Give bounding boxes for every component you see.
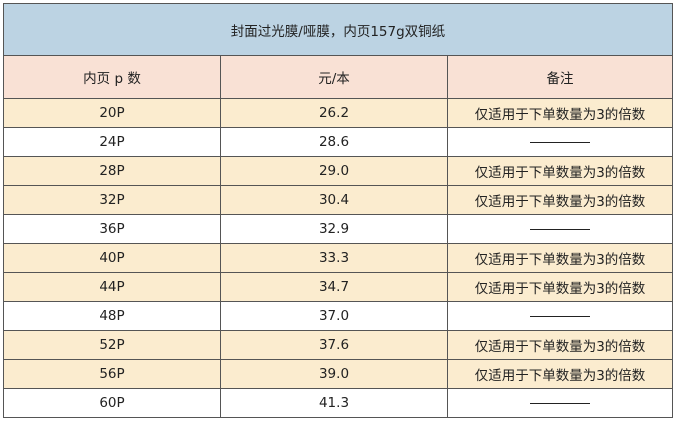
header-price: 元/本: [220, 55, 448, 99]
note-dash: ——: [530, 141, 590, 143]
cell-note: ——: [447, 127, 673, 157]
cell-note: 仅适用于下单数量为3的倍数: [447, 156, 673, 186]
table-row: 24P 28.6 ——: [3, 127, 673, 157]
note-dash: ——: [530, 315, 590, 317]
cell-note: 仅适用于下单数量为3的倍数: [447, 185, 673, 215]
cell-note: ——: [447, 214, 673, 244]
table-row: 60P 41.3 ——: [3, 388, 673, 418]
cell-price: 37.0: [220, 301, 448, 331]
cell-pages: 20P: [3, 98, 221, 128]
cell-pages: 56P: [3, 359, 221, 389]
cell-price: 26.2: [220, 98, 448, 128]
cell-price: 34.7: [220, 272, 448, 302]
cell-pages: 60P: [3, 388, 221, 418]
header-row: 内页 p 数 元/本 备注: [3, 55, 673, 99]
table-row: 52P 37.6 仅适用于下单数量为3的倍数: [3, 330, 673, 360]
cell-pages: 40P: [3, 243, 221, 273]
header-pages: 内页 p 数: [3, 55, 221, 99]
cell-note: 仅适用于下单数量为3的倍数: [447, 359, 673, 389]
table-row: 48P 37.0 ——: [3, 301, 673, 331]
cell-price: 29.0: [220, 156, 448, 186]
table-row: 56P 39.0 仅适用于下单数量为3的倍数: [3, 359, 673, 389]
cell-price: 41.3: [220, 388, 448, 418]
cell-pages: 32P: [3, 185, 221, 215]
cell-pages: 36P: [3, 214, 221, 244]
note-text: 仅适用于下单数量为3的倍数: [474, 281, 646, 297]
cell-note: ——: [447, 388, 673, 418]
note-text: 仅适用于下单数量为3的倍数: [474, 165, 646, 181]
note-text: 仅适用于下单数量为3的倍数: [474, 339, 646, 355]
cell-price: 30.4: [220, 185, 448, 215]
table-row: 32P 30.4 仅适用于下单数量为3的倍数: [3, 185, 673, 215]
cell-note: 仅适用于下单数量为3的倍数: [447, 272, 673, 302]
cell-note: 仅适用于下单数量为3的倍数: [447, 98, 673, 128]
cell-pages: 28P: [3, 156, 221, 186]
note-text: 仅适用于下单数量为3的倍数: [474, 107, 646, 123]
cell-price: 39.0: [220, 359, 448, 389]
cell-note: ——: [447, 301, 673, 331]
cell-price: 32.9: [220, 214, 448, 244]
cell-price: 28.6: [220, 127, 448, 157]
note-text: 仅适用于下单数量为3的倍数: [474, 194, 646, 210]
note-text: 仅适用于下单数量为3的倍数: [474, 368, 646, 384]
note-text: 仅适用于下单数量为3的倍数: [474, 252, 646, 268]
table-row: 36P 32.9 ——: [3, 214, 673, 244]
cell-price: 37.6: [220, 330, 448, 360]
table-title: 封面过光膜/哑膜，内页157g双铜纸: [3, 3, 673, 56]
table-row: 44P 34.7 仅适用于下单数量为3的倍数: [3, 272, 673, 302]
table-row: 40P 33.3 仅适用于下单数量为3的倍数: [3, 243, 673, 273]
cell-pages: 52P: [3, 330, 221, 360]
note-dash: ——: [530, 228, 590, 230]
cell-pages: 44P: [3, 272, 221, 302]
cell-pages: 24P: [3, 127, 221, 157]
note-dash: ——: [530, 402, 590, 404]
cell-note: 仅适用于下单数量为3的倍数: [447, 243, 673, 273]
cell-note: 仅适用于下单数量为3的倍数: [447, 330, 673, 360]
table-row: 20P 26.2 仅适用于下单数量为3的倍数: [3, 98, 673, 128]
cell-pages: 48P: [3, 301, 221, 331]
cell-price: 33.3: [220, 243, 448, 273]
price-table: 封面过光膜/哑膜，内页157g双铜纸 内页 p 数 元/本 备注 20P 26.…: [3, 3, 673, 418]
header-note: 备注: [447, 55, 673, 99]
table-row: 28P 29.0 仅适用于下单数量为3的倍数: [3, 156, 673, 186]
